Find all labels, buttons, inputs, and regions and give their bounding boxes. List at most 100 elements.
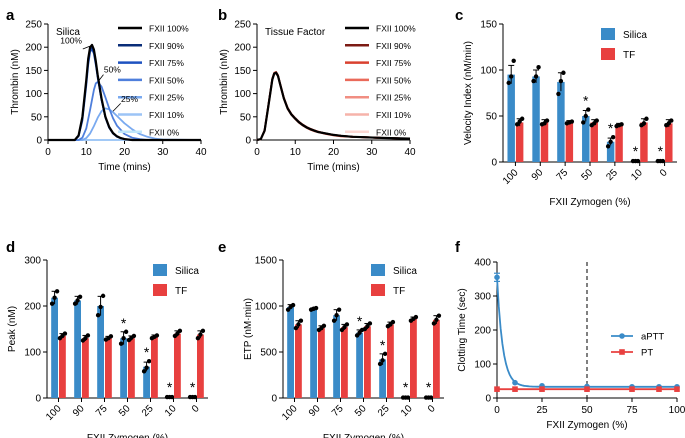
significance-star: *	[658, 143, 664, 159]
legend-label: PT	[641, 348, 653, 359]
panel-letter-d: d	[6, 239, 15, 256]
x-axis-title: FXII Zymogen (%)	[323, 433, 404, 438]
data-point	[146, 359, 152, 364]
significance-star: *	[167, 379, 173, 395]
legend-label: FXII 100%	[149, 24, 189, 34]
y-tick-label: 400	[474, 258, 491, 269]
annotation-label: 100%	[60, 35, 82, 45]
panel-letter-f: f	[455, 239, 461, 256]
data-point	[85, 333, 91, 338]
data-point	[539, 386, 545, 392]
data-point	[544, 118, 550, 123]
data-point	[561, 70, 566, 75]
data-point	[49, 301, 55, 306]
x-tick-label: 25	[536, 405, 548, 416]
legend-label: FXII 10%	[149, 110, 184, 120]
significance-star: *	[583, 93, 589, 109]
data-point	[75, 298, 80, 303]
x-tick-label: 0	[45, 147, 51, 158]
data-point	[100, 293, 106, 299]
data-point	[293, 325, 299, 331]
data-point	[72, 301, 78, 306]
bar-tf	[105, 338, 112, 398]
data-point	[583, 113, 588, 119]
x-tick-label: 50	[353, 403, 369, 419]
bar-tf	[59, 335, 66, 398]
bar-silica	[310, 308, 317, 398]
legend-label: FXII 10%	[376, 110, 411, 120]
legend-swatch	[153, 284, 167, 296]
y-tick-label: 1000	[255, 302, 278, 313]
data-point	[141, 369, 147, 374]
x-tick-label: 10	[81, 147, 93, 158]
legend-label: TF	[623, 50, 635, 61]
x-tick-label: 10	[290, 147, 302, 158]
x-tick-label: 100	[280, 403, 300, 423]
bar-tf	[590, 122, 598, 162]
bar-tf	[341, 327, 348, 398]
bar-silica	[74, 300, 81, 398]
y-tick-label: 1500	[255, 256, 278, 267]
bar-tf	[318, 328, 325, 398]
y-tick-label: 100	[234, 89, 251, 100]
bar-silica	[356, 332, 363, 398]
chart-title: Tissue Factor	[265, 27, 326, 38]
x-tick-label: 10	[629, 167, 645, 183]
legend-swatch	[371, 264, 385, 276]
chart-a: 0 50 100 150 200 250 0 10 20 30 40 Thrombin (nM) Tim…	[10, 20, 207, 174]
bar-silica	[143, 366, 150, 398]
significance-star: *	[121, 315, 127, 331]
x-tick-label: 40	[404, 147, 416, 158]
x-axis-title: Time (mins)	[98, 162, 150, 173]
data-point	[321, 323, 327, 328]
x-tick-label: 20	[119, 147, 131, 158]
data-point	[556, 91, 561, 97]
legend-marker	[619, 349, 625, 355]
panel-letter-e: e	[218, 239, 226, 256]
y-tick-label: 200	[24, 302, 41, 313]
data-point	[436, 313, 442, 318]
data-point	[344, 322, 350, 327]
data-point	[413, 314, 419, 320]
x-tick-label: 25	[376, 403, 392, 419]
data-point	[533, 74, 539, 79]
data-point	[195, 336, 201, 341]
y-tick-label: 250	[234, 20, 251, 31]
significance-star: *	[403, 379, 409, 395]
data-point	[177, 328, 183, 334]
data-point	[656, 386, 662, 392]
x-tick-label: 90	[71, 403, 87, 419]
y-tick-label: 200	[474, 326, 491, 337]
panel-letter-a: a	[6, 7, 15, 24]
bar-tf	[151, 336, 158, 398]
data-point	[558, 78, 564, 84]
data-point	[95, 313, 101, 318]
bar-silica	[97, 306, 104, 398]
y-tick-label: 0	[35, 394, 41, 405]
legend-label: TF	[393, 286, 405, 297]
x-tick-label: 75	[626, 405, 638, 416]
bar-tf	[82, 338, 89, 398]
annotation-pointer	[82, 45, 90, 50]
bar-silica	[333, 315, 340, 398]
bar-silica	[120, 338, 127, 398]
data-point	[336, 307, 342, 312]
bar-tf	[387, 324, 394, 398]
x-tick-label: 75	[330, 403, 346, 419]
chart-b: 0 50 100 150 200 250 0 10 20 30 40 Thrombin (nM) Tim…	[219, 20, 416, 174]
x-tick-label: 10	[399, 403, 415, 419]
y-tick-label: 100	[474, 360, 491, 371]
data-point	[434, 317, 439, 322]
legend-label: FXII 75%	[376, 58, 411, 68]
data-point	[62, 331, 68, 336]
panel-letter-b: b	[218, 7, 227, 24]
y-tick-label: 200	[234, 43, 251, 54]
bar-silica	[606, 141, 615, 162]
significance-star: *	[633, 143, 639, 159]
x-tick-label: 0	[658, 167, 670, 179]
legend-label: FXII 25%	[149, 93, 184, 103]
data-point	[512, 379, 518, 386]
data-point	[584, 386, 590, 392]
series-line	[48, 107, 202, 141]
